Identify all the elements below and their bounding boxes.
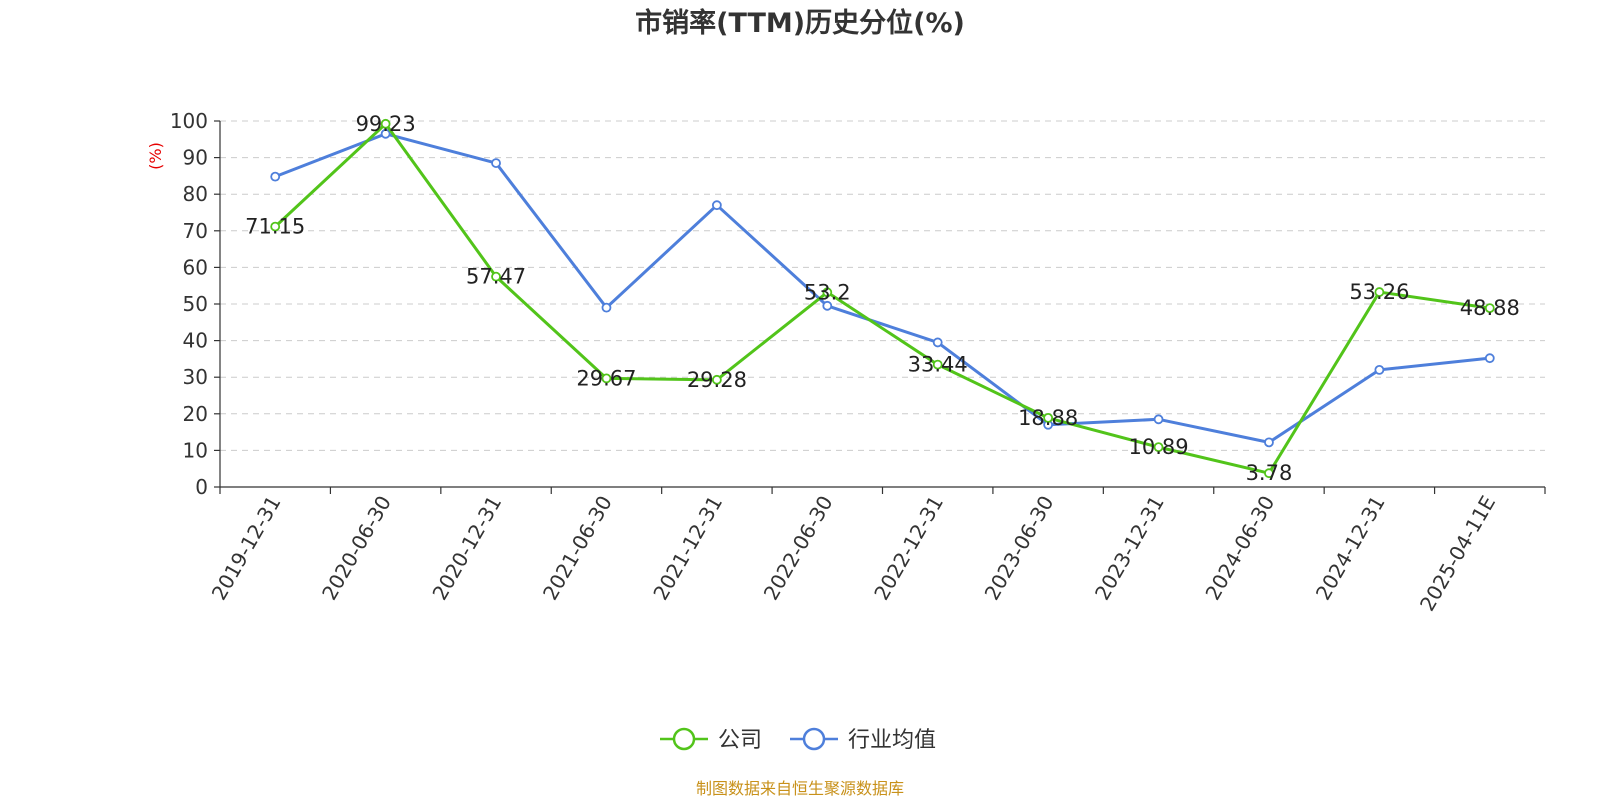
x-tick-label: 2023-12-31 (1090, 492, 1169, 605)
x-tick-label: 2025-04-11E (1415, 492, 1500, 616)
data-point-company[interactable] (1484, 303, 1495, 313)
x-tick-label: 2024-12-31 (1311, 492, 1390, 605)
y-tick-label: 30 (183, 365, 208, 389)
data-point-company[interactable] (1374, 287, 1385, 297)
legend-marker-company (672, 727, 696, 751)
data-label-company: 57.47 (466, 265, 526, 289)
x-tick-label: 2021-12-31 (648, 492, 727, 605)
data-point-industry-average[interactable] (491, 158, 501, 168)
data-point-company[interactable] (601, 373, 612, 384)
y-tick-label: 80 (183, 182, 208, 206)
y-tick-label: 60 (183, 255, 208, 279)
data-point-industry-average[interactable] (711, 200, 722, 211)
chart-title: 市销率(TTM)历史分位(%) (635, 7, 965, 39)
x-tick-label: 2024-06-30 (1200, 492, 1279, 605)
data-label-company: 71.15 (245, 215, 305, 239)
x-tick-label: 2021-06-30 (538, 492, 617, 605)
y-axis-unit-label: (%) (146, 142, 165, 170)
y-tick-label: 70 (183, 219, 208, 243)
data-point-company[interactable] (822, 287, 833, 298)
series-line-company (274, 122, 1491, 475)
x-tick-label: 2023-06-30 (980, 492, 1059, 605)
legend-marker-industry-average (802, 727, 826, 751)
data-point-company[interactable] (270, 221, 281, 232)
y-tick-label: 40 (183, 329, 208, 353)
data-point-industry-average[interactable] (380, 128, 391, 139)
legend-item-industry-average[interactable]: 行业均值 (790, 727, 936, 753)
data-point-industry-average[interactable] (601, 302, 612, 313)
data-source-note: 制图数据来自恒生聚源数据库 (696, 779, 904, 798)
data-label-company: 53.2 (804, 280, 851, 304)
y-tick-label: 20 (183, 402, 208, 426)
legend: 公司 行业均值 (660, 727, 936, 753)
data-label-company: 29.28 (687, 368, 747, 392)
x-tick-label: 2022-12-31 (869, 492, 948, 605)
data-point-industry-average[interactable] (932, 337, 943, 348)
series-line-industry-average (274, 132, 1490, 444)
x-tick-label: 2020-06-30 (317, 492, 396, 605)
legend-label-company: 公司 (718, 728, 762, 753)
data-point-company[interactable] (711, 374, 722, 385)
data-point-company[interactable] (932, 359, 943, 370)
x-tick-label: 2020-12-31 (427, 492, 506, 605)
data-point-industry-average[interactable] (1374, 364, 1385, 375)
legend-label-industry-average: 行业均值 (848, 728, 936, 753)
data-label-company: 18.88 (1018, 406, 1078, 430)
data-label-company: 33.44 (908, 353, 968, 377)
data-point-industry-average[interactable] (1153, 414, 1164, 425)
series-lines (270, 118, 1495, 479)
legend-item-company[interactable]: 公司 (660, 727, 762, 753)
gridlines (220, 120, 1545, 451)
y-tick-label: 0 (195, 475, 208, 499)
y-tick-label: 50 (183, 292, 208, 316)
data-point-company[interactable] (1153, 442, 1164, 453)
data-label-company: 53.26 (1349, 280, 1409, 304)
x-tick-label: 2019-12-31 (207, 492, 286, 605)
data-label-company: 3.78 (1246, 461, 1293, 485)
data-label-company: 99.23 (356, 112, 416, 136)
y-tick-label: 100 (170, 109, 208, 133)
data-point-industry-average[interactable] (1484, 353, 1495, 364)
data-label-company: 29.67 (576, 366, 636, 390)
data-label-company: 48.88 (1460, 296, 1520, 320)
data-labels: 71.15 99.23 57.47 29.67 29.28 53.2 33.44 18.88 1… (245, 112, 1520, 485)
data-point-company[interactable] (1043, 412, 1054, 423)
data-point-company[interactable] (380, 118, 391, 129)
data-point-industry-average[interactable] (270, 171, 281, 182)
data-point-industry-average[interactable] (822, 300, 833, 311)
data-label-company: 10.89 (1128, 435, 1188, 459)
data-point-industry-average[interactable] (1264, 437, 1274, 448)
x-tick-label: 2022-06-30 (759, 492, 838, 605)
axes: 0 10 20 30 40 50 60 70 80 90 100 2019-12-31 2020-06-… (170, 109, 1546, 616)
data-point-company[interactable] (1264, 468, 1274, 479)
y-tick-label: 90 (183, 146, 208, 170)
y-tick-label: 10 (183, 438, 208, 462)
data-point-company[interactable] (491, 271, 501, 282)
